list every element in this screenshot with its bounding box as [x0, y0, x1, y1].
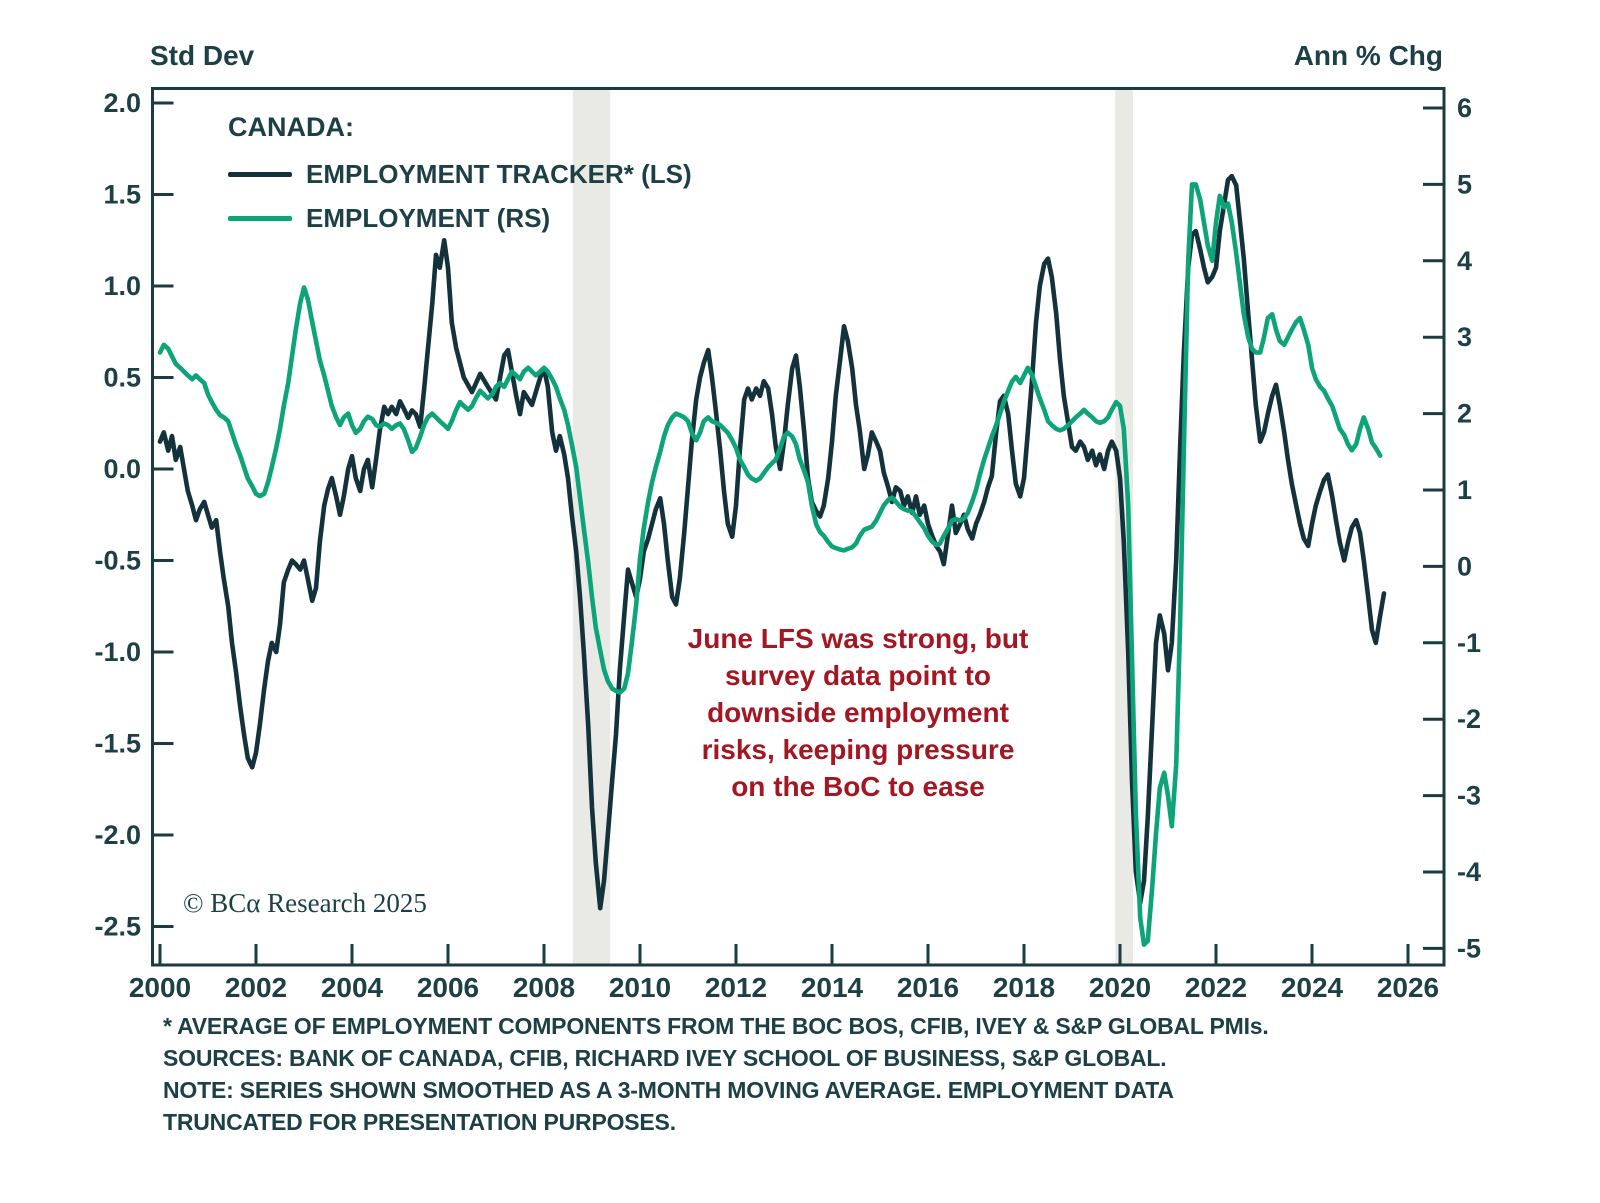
svg-text:2026: 2026 [1377, 972, 1439, 1003]
legend-item-label: EMPLOYMENT TRACKER* (LS) [306, 158, 692, 189]
svg-text:0.5: 0.5 [103, 363, 141, 393]
svg-text:2020: 2020 [1089, 972, 1151, 1003]
footnote-line: * AVERAGE OF EMPLOYMENT COMPONENTS FROM … [163, 1013, 1269, 1039]
svg-text:6: 6 [1457, 93, 1472, 123]
svg-text:1.0: 1.0 [103, 271, 141, 301]
svg-text:0: 0 [1457, 551, 1472, 581]
chart-legend: CANADA: EMPLOYMENT TRACKER* (LS) EMPLOYM… [228, 112, 692, 247]
copyright-notice: © BCα Research 2025 [183, 888, 427, 918]
footnote-line: SOURCES: BANK OF CANADA, CFIB, RICHARD I… [163, 1045, 1167, 1071]
annotation-line: risks, keeping pressure [701, 734, 1015, 765]
svg-text:-2.5: -2.5 [94, 912, 141, 942]
footnote-line: NOTE: SERIES SHOWN SMOOTHED AS A 3-MONTH… [163, 1077, 1174, 1103]
left-axis-title: Std Dev [150, 40, 255, 71]
svg-text:2022: 2022 [1185, 972, 1247, 1003]
chart-footnotes: * AVERAGE OF EMPLOYMENT COMPONENTS FROM … [163, 1010, 1453, 1138]
svg-text:4: 4 [1457, 246, 1472, 276]
svg-text:2006: 2006 [417, 972, 479, 1003]
svg-text:2016: 2016 [897, 972, 959, 1003]
legend-title: CANADA: [228, 112, 354, 142]
svg-text:1.5: 1.5 [103, 180, 141, 210]
svg-text:2004: 2004 [321, 972, 384, 1003]
svg-text:1: 1 [1457, 475, 1472, 505]
svg-text:5: 5 [1457, 169, 1472, 199]
annotation-line: downside employment [707, 697, 1009, 728]
footnote-line: TRUNCATED FOR PRESENTATION PURPOSES. [163, 1109, 676, 1135]
annotation-text: June LFS was strong, but survey data poi… [618, 620, 1098, 805]
svg-text:2024: 2024 [1281, 972, 1344, 1003]
svg-text:-1.5: -1.5 [94, 729, 141, 759]
svg-text:2008: 2008 [513, 972, 575, 1003]
svg-text:0.0: 0.0 [103, 454, 141, 484]
svg-text:2002: 2002 [225, 972, 287, 1003]
right-axis-title: Ann % Chg [1293, 40, 1443, 71]
employment-line-swatch-icon [228, 215, 292, 221]
svg-text:2018: 2018 [993, 972, 1055, 1003]
annotation-line: on the BoC to ease [731, 771, 985, 802]
svg-text:2: 2 [1457, 399, 1472, 429]
svg-text:2014: 2014 [801, 972, 864, 1003]
tracker-line-swatch-icon [228, 171, 292, 177]
svg-text:-3: -3 [1457, 781, 1481, 811]
svg-text:-2.0: -2.0 [94, 820, 141, 850]
svg-text:-2: -2 [1457, 704, 1481, 734]
series-line-employment [157, 182, 1383, 947]
svg-text:-5: -5 [1457, 933, 1481, 963]
svg-text:3: 3 [1457, 322, 1472, 352]
svg-text:-0.5: -0.5 [94, 546, 141, 576]
svg-text:-1.0: -1.0 [94, 637, 141, 667]
svg-text:-1: -1 [1457, 628, 1481, 658]
svg-text:2000: 2000 [129, 972, 191, 1003]
axis-ticks [152, 101, 1444, 965]
svg-text:2.0: 2.0 [103, 88, 141, 118]
axis-tick-labels: 2.0 1.5 1.0 0.5 0.0 -0.5 -1.0 -1.5 -2.0 -2.5 6 5 4 3 2… [94, 88, 1481, 1003]
legend-item-label: EMPLOYMENT (RS) [306, 202, 551, 233]
svg-text:-4: -4 [1457, 857, 1481, 887]
annotation-line: June LFS was strong, but [687, 623, 1029, 654]
svg-text:2012: 2012 [705, 972, 767, 1003]
legend-item-tracker: EMPLOYMENT TRACKER* (LS) [228, 159, 692, 189]
plot-border [151, 87, 1446, 967]
legend-item-employment: EMPLOYMENT (RS) [228, 203, 692, 233]
annotation-line: survey data point to [724, 660, 992, 691]
svg-text:2010: 2010 [609, 972, 671, 1003]
